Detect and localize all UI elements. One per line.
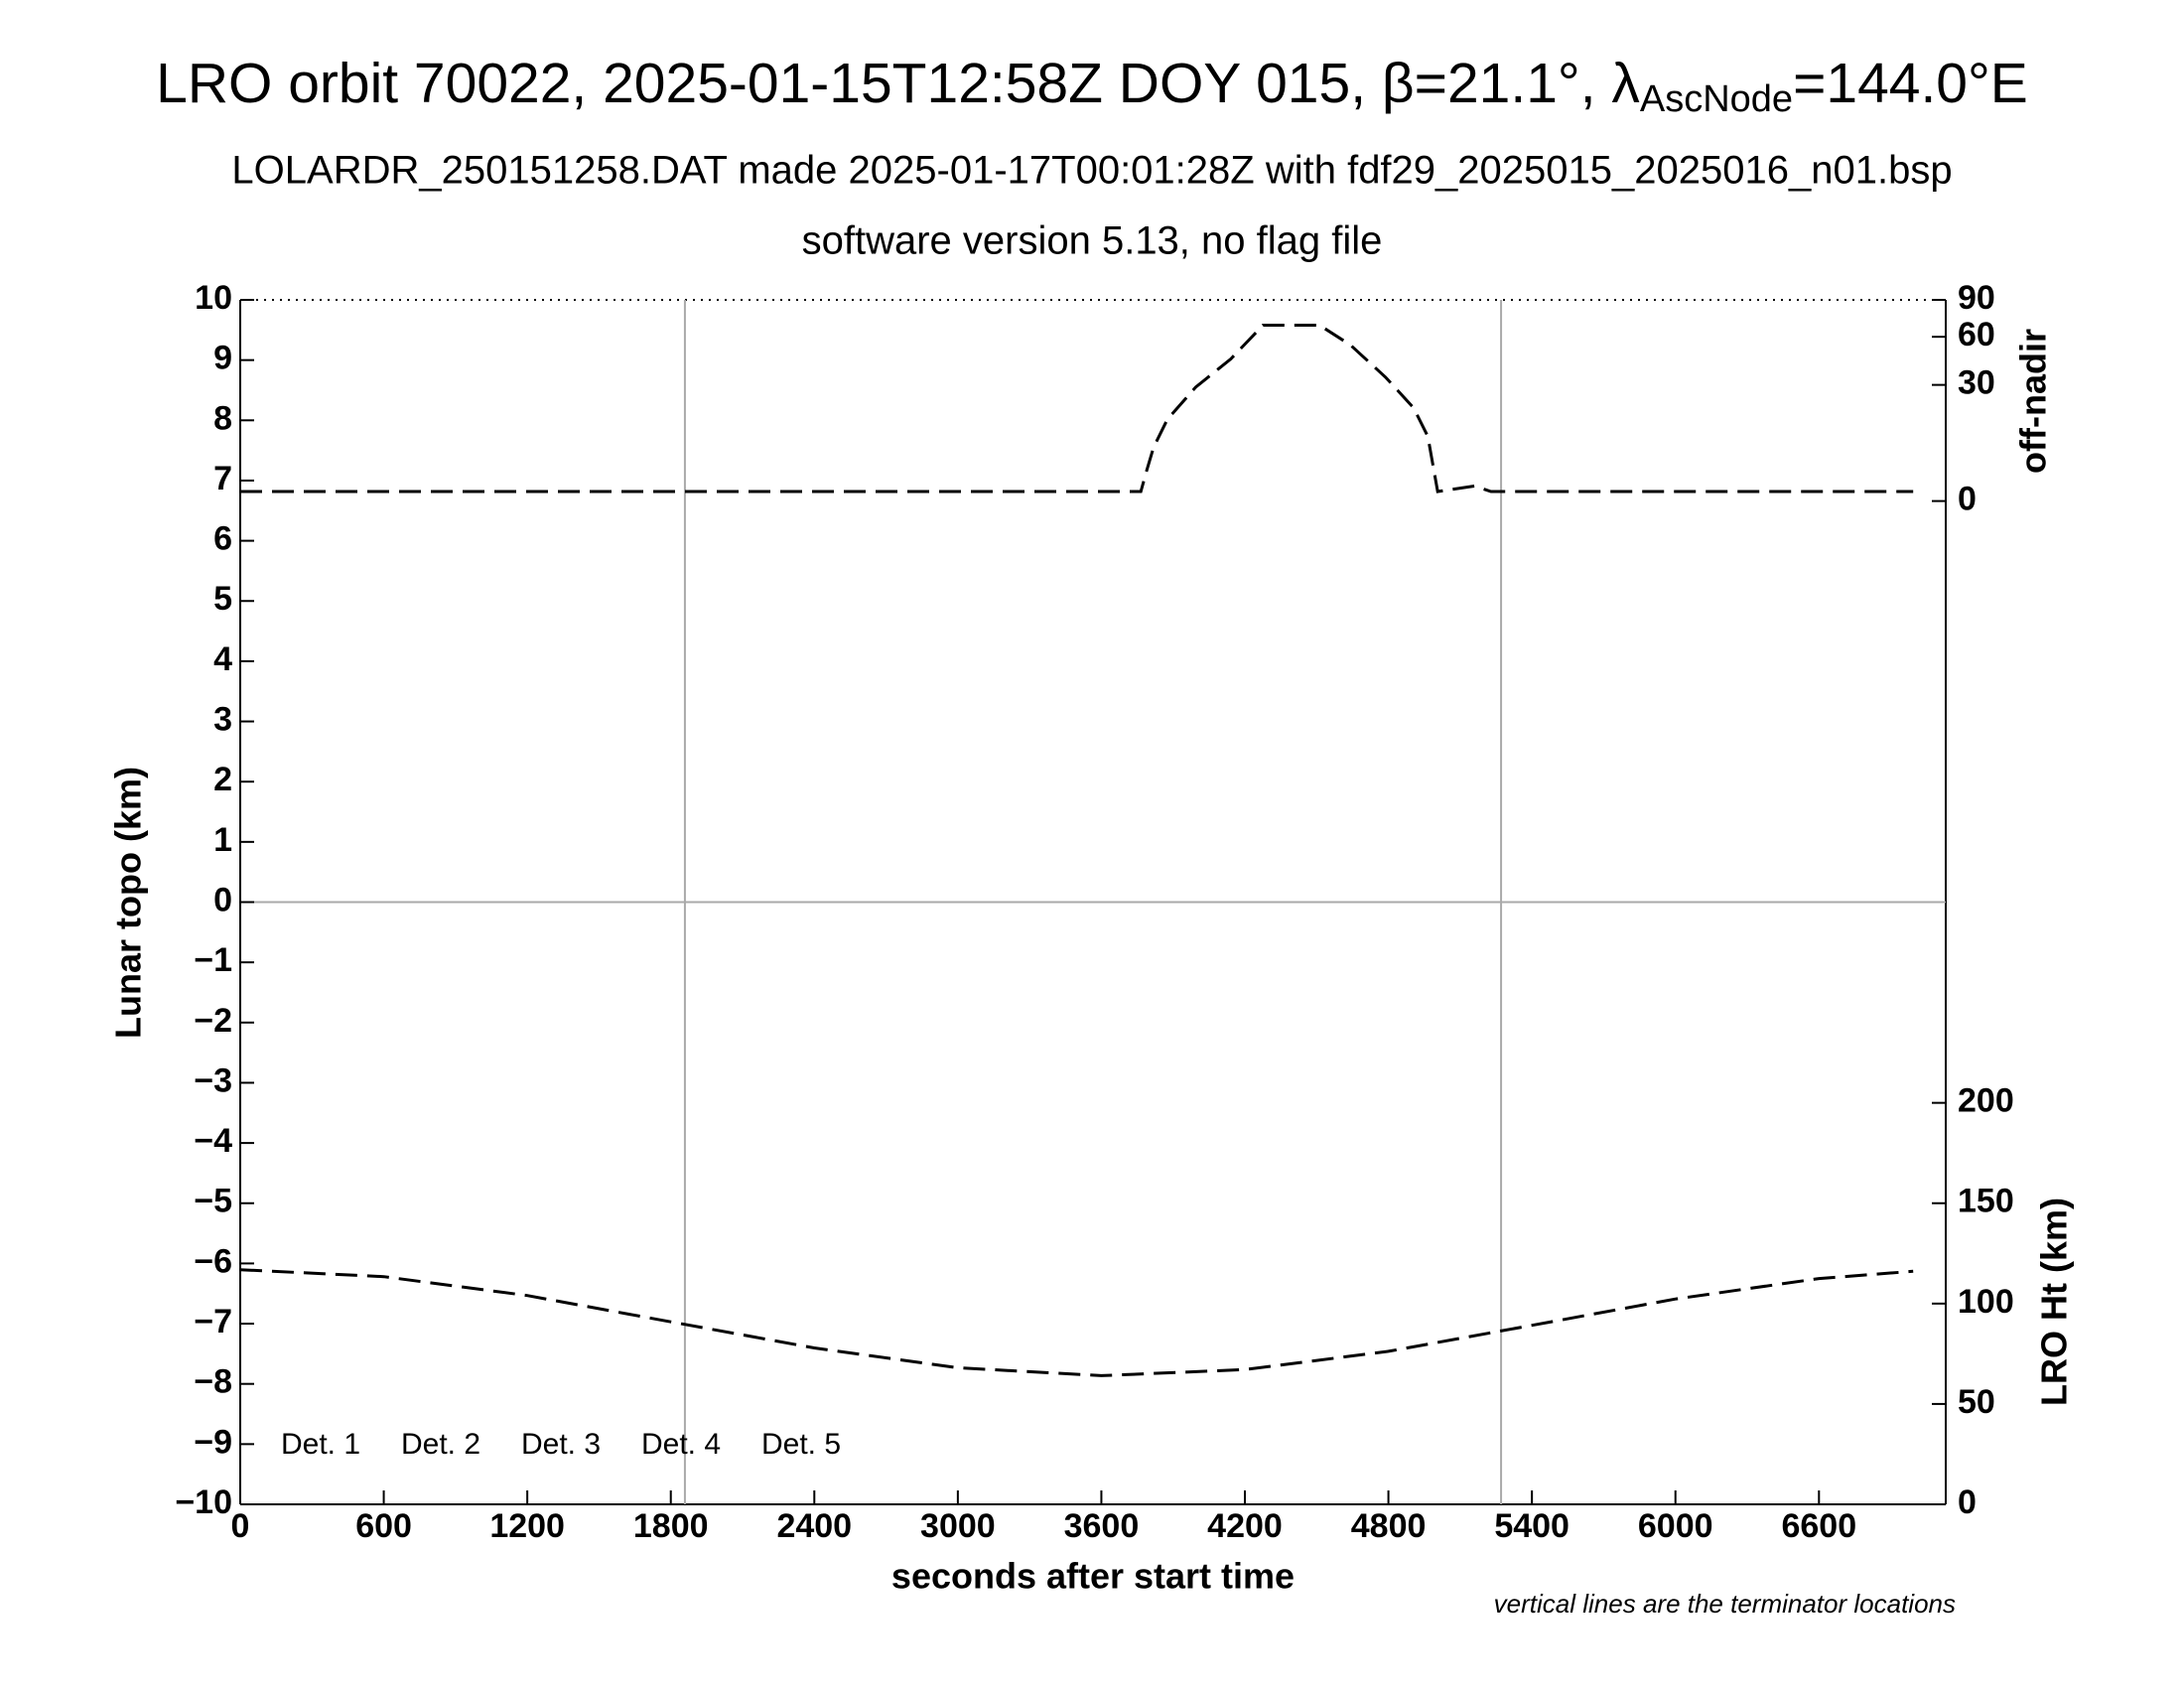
y-tick-label: −1	[194, 941, 232, 979]
x-tick-label: 3000	[920, 1507, 996, 1545]
title-subscript: AscNode	[1640, 78, 1793, 120]
chart-title: LRO orbit 70022, 2025-01-15T12:58Z DOY 0…	[156, 52, 2028, 120]
y-tick-label: 9	[213, 340, 232, 377]
y-tick-label: 3	[213, 701, 232, 739]
x-tick-label: 600	[355, 1507, 412, 1545]
y-tick-label: 10	[195, 279, 232, 317]
y-tick-label: 0	[213, 881, 232, 918]
y3-tick-label: 60	[1958, 316, 1995, 353]
y2-tick-label: 100	[1958, 1283, 2014, 1321]
y-tick-label: −3	[194, 1061, 232, 1099]
x-tick-label: 3600	[1064, 1507, 1140, 1545]
y-tick-label: −7	[194, 1303, 232, 1340]
y-tick-label: −10	[175, 1483, 232, 1521]
series-line	[240, 324, 1914, 494]
x-tick-label: 6000	[1638, 1507, 1713, 1545]
x-tick-label: 1200	[489, 1507, 565, 1545]
y-tick-label: −9	[194, 1423, 232, 1461]
subtitle: LOLARDR_250151258.DAT made 2025-01-17T00…	[231, 149, 1952, 193]
y3-axis-label: off-nadir	[2013, 329, 2054, 474]
x-axis-label: seconds after start time	[891, 1556, 1295, 1597]
x-tick-label: 5400	[1494, 1507, 1570, 1545]
x-tick-label: 2400	[776, 1507, 852, 1545]
y2-tick-label: 0	[1958, 1483, 1977, 1521]
y-tick-label: −5	[194, 1183, 232, 1220]
legend-entry: Det. 5	[761, 1428, 841, 1461]
x-tick-label: 4800	[1351, 1507, 1427, 1545]
y2-axis-label: LRO Ht (km)	[2034, 1198, 2075, 1406]
y-tick-label: 7	[213, 460, 232, 497]
y-tick-label: −4	[194, 1122, 232, 1160]
y2-tick-label: 200	[1958, 1082, 2014, 1120]
legend-entry: Det. 1	[281, 1428, 360, 1461]
y-tick-label: −2	[194, 1002, 232, 1040]
x-tick-label: 4200	[1207, 1507, 1283, 1545]
y3-tick-label: 0	[1958, 481, 1977, 518]
y2-tick-label: 50	[1958, 1383, 1995, 1421]
y-tick-label: 4	[213, 640, 232, 678]
y2-tick-label: 150	[1958, 1183, 2014, 1220]
y-tick-label: 6	[213, 520, 232, 558]
y-tick-label: 2	[213, 761, 232, 798]
y-tick-label: −6	[194, 1242, 232, 1280]
y3-tick-label: 30	[1958, 364, 1995, 402]
note: vertical lines are the terminator locati…	[1494, 1589, 1956, 1619]
legend-entry: Det. 2	[401, 1428, 480, 1461]
y-tick-label: 1	[213, 821, 232, 859]
y-tick-label: −8	[194, 1363, 232, 1401]
x-tick-label: 1800	[633, 1507, 709, 1545]
x-tick-label: 0	[231, 1507, 250, 1545]
y-axis-label: Lunar topo (km)	[108, 767, 149, 1039]
y-tick-label: 8	[213, 399, 232, 437]
title-part: LRO orbit 70022, 2025-01-15T12:58Z DOY 0…	[156, 52, 1640, 115]
title-part: =144.0°E	[1793, 52, 2028, 115]
x-tick-label: 6600	[1781, 1507, 1856, 1545]
series-line	[239, 1268, 1914, 1377]
subtitle: software version 5.13, no flag file	[802, 219, 1383, 263]
legend-entry: Det. 3	[521, 1428, 601, 1461]
y3-tick-label: 90	[1958, 279, 1995, 317]
y-tick-label: 5	[213, 580, 232, 618]
legend-entry: Det. 4	[641, 1428, 721, 1461]
